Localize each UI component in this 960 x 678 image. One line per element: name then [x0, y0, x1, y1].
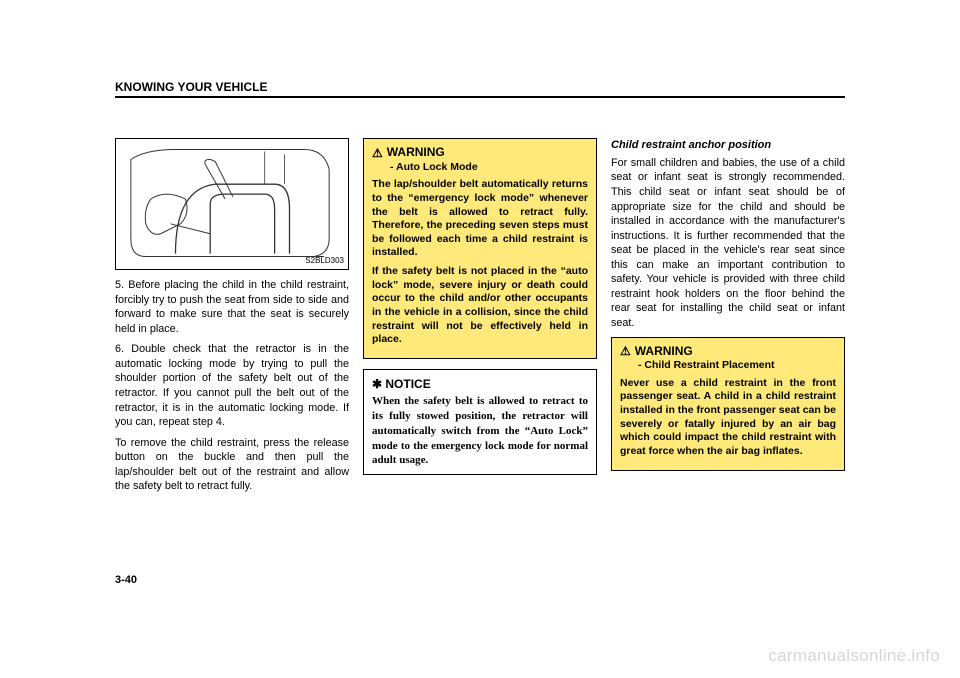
- warning-auto-lock: ⚠ WARNING - Auto Lock Mode The lap/shoul…: [363, 138, 597, 359]
- section-header: KNOWING YOUR VEHICLE: [115, 80, 845, 98]
- step-6: 6. Double check that the retractor is in…: [115, 342, 349, 429]
- warning2-body: Never use a child restraint in the front…: [620, 377, 836, 459]
- warning-icon: ⚠: [372, 147, 383, 159]
- step-5: 5. Before placing the child in the child…: [115, 278, 349, 336]
- child-seat-figure: S2BLD303: [115, 138, 349, 270]
- anchor-position-heading: Child restraint anchor position: [611, 138, 845, 153]
- warning-placement: ⚠ WARNING - Child Restraint Placement Ne…: [611, 337, 845, 471]
- anchor-position-paragraph: For small children and babies, the use o…: [611, 156, 845, 331]
- warning-title: WARNING: [387, 145, 445, 161]
- page-number: 3-40: [115, 574, 137, 586]
- warning2-title-row: ⚠ WARNING: [620, 344, 836, 360]
- column-1: S2BLD303 5. Before placing the child in …: [115, 138, 349, 500]
- notice-box: ✱ NOTICE When the safety belt is allowed…: [363, 369, 597, 475]
- warning2-p1: Never use a child restraint in the front…: [620, 377, 836, 459]
- warning-p2: If the safety belt is not placed in the …: [372, 265, 588, 347]
- content-columns: S2BLD303 5. Before placing the child in …: [115, 138, 845, 500]
- notice-title: ✱ NOTICE: [372, 376, 588, 392]
- column-2: ⚠ WARNING - Auto Lock Mode The lap/shoul…: [363, 138, 597, 500]
- warning-subtitle: - Auto Lock Mode: [390, 161, 588, 175]
- warning-icon: ⚠: [620, 345, 631, 357]
- warning2-subtitle: - Child Restraint Placement: [638, 359, 836, 373]
- child-seat-illustration: [116, 139, 348, 269]
- notice-body: When the safety belt is allowed to retra…: [372, 394, 588, 468]
- warning2-title: WARNING: [635, 344, 693, 360]
- watermark: carmanualsonline.info: [768, 646, 940, 666]
- warning-title-row: ⚠ WARNING: [372, 145, 588, 161]
- figure-label: S2BLD303: [305, 256, 344, 267]
- remove-restraint-paragraph: To remove the child restraint, press the…: [115, 436, 349, 494]
- warning-p1: The lap/shoulder belt automatically retu…: [372, 178, 588, 260]
- warning-body: The lap/shoulder belt automatically retu…: [372, 178, 588, 347]
- column-3: Child restraint anchor position For smal…: [611, 138, 845, 500]
